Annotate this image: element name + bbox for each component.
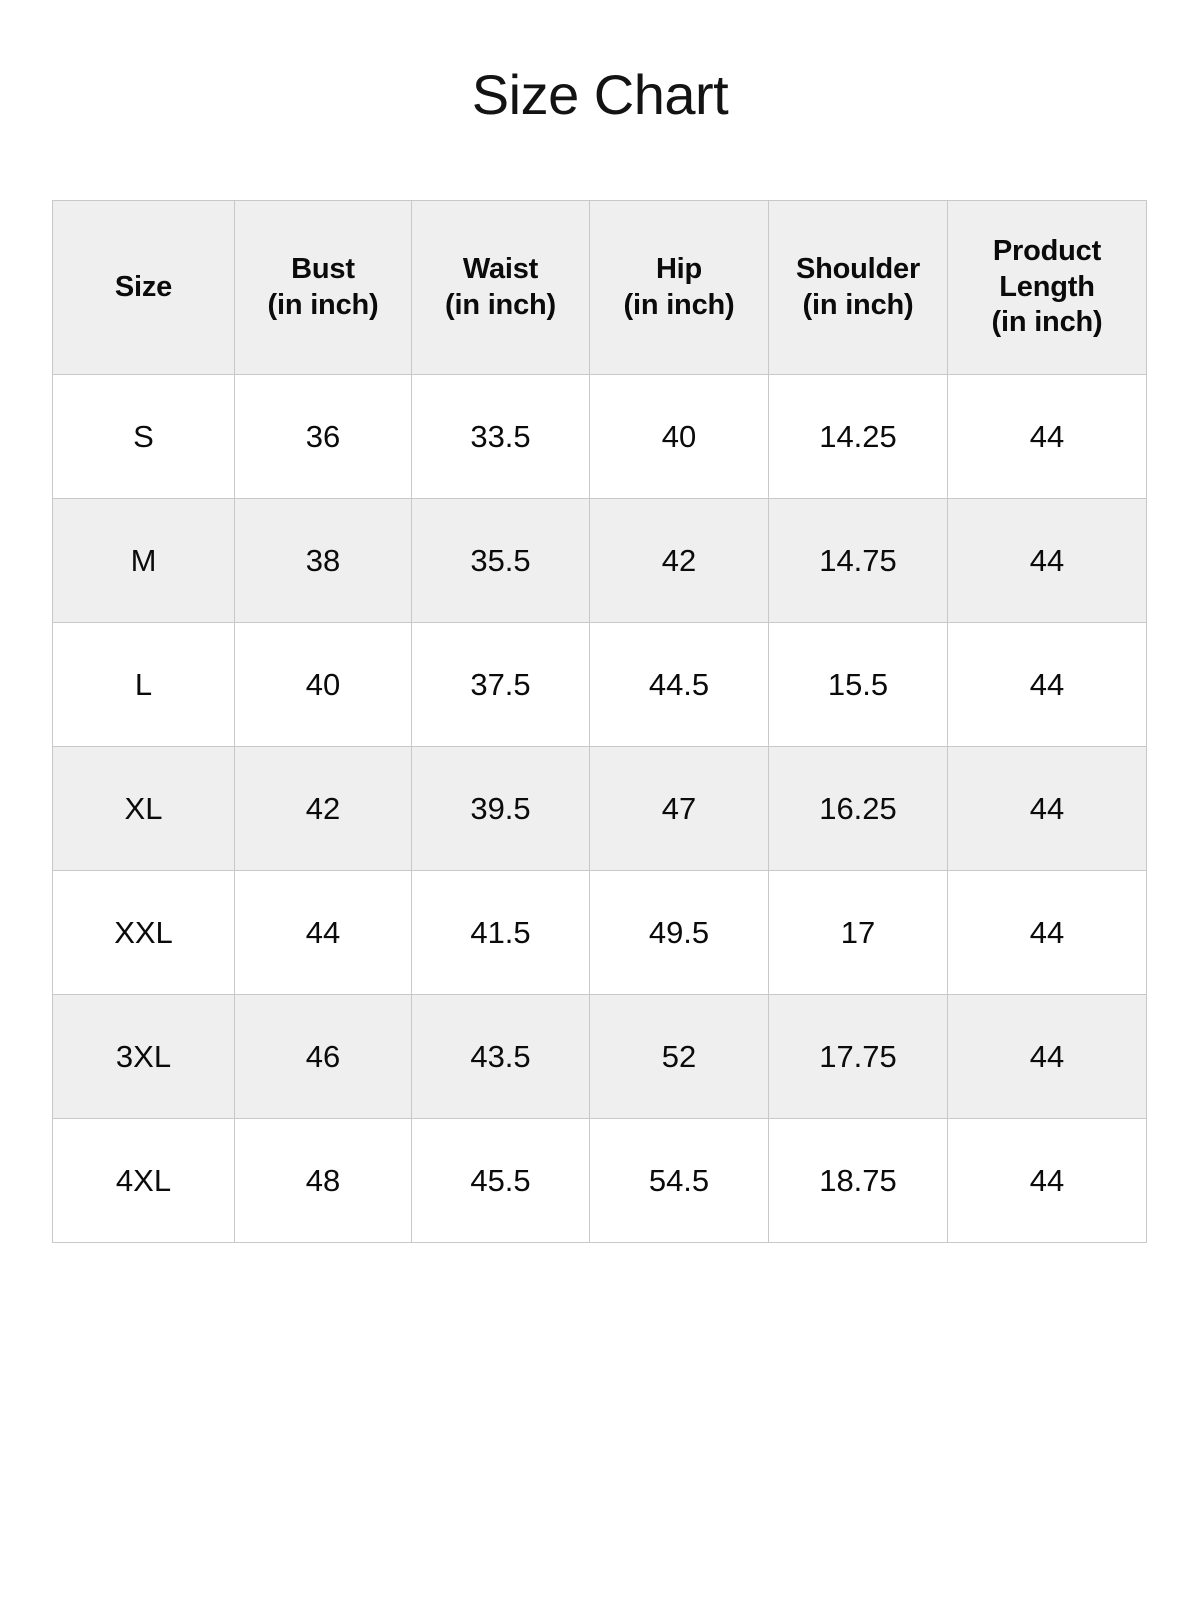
table-row: XXL 44 41.5 49.5 17 44 [52, 870, 1147, 995]
cell-hip: 44.5 [589, 622, 769, 747]
cell-product-length: 44 [947, 870, 1147, 995]
cell-size: L [52, 622, 235, 747]
cell-shoulder: 14.75 [768, 498, 948, 623]
cell-bust: 42 [234, 746, 412, 871]
cell-shoulder: 18.75 [768, 1118, 948, 1243]
column-header-bust-line-2: (in inch) [267, 288, 379, 321]
column-header-hip: Hip (in inch) [589, 200, 769, 375]
cell-waist: 35.5 [411, 498, 590, 623]
cell-product-length: 44 [947, 746, 1147, 871]
column-header-product-length: Product Length (in inch) [947, 200, 1147, 375]
cell-size: M [52, 498, 235, 623]
column-header-hip-line-1: Hip [655, 253, 703, 286]
table-header: Size Bust (in inch) Waist (in inch) Hip … [52, 200, 1147, 375]
cell-hip: 49.5 [589, 870, 769, 995]
cell-size: 4XL [52, 1118, 235, 1243]
cell-hip: 54.5 [589, 1118, 769, 1243]
cell-hip: 52 [589, 994, 769, 1119]
table-row: M 38 35.5 42 14.75 44 [52, 498, 1147, 623]
table-row: 4XL 48 45.5 54.5 18.75 44 [52, 1118, 1147, 1243]
cell-size: XL [52, 746, 235, 871]
column-header-waist: Waist (in inch) [411, 200, 590, 375]
table-row: S 36 33.5 40 14.25 44 [52, 374, 1147, 499]
cell-size: 3XL [52, 994, 235, 1119]
cell-waist: 45.5 [411, 1118, 590, 1243]
cell-shoulder: 17.75 [768, 994, 948, 1119]
cell-waist: 37.5 [411, 622, 590, 747]
cell-hip: 40 [589, 374, 769, 499]
cell-bust: 48 [234, 1118, 412, 1243]
size-chart-table-container: Size Bust (in inch) Waist (in inch) Hip … [52, 200, 1147, 1243]
cell-product-length: 44 [947, 374, 1147, 499]
column-header-waist-line-2: (in inch) [445, 288, 556, 321]
column-header-bust: Bust (in inch) [234, 200, 412, 375]
cell-product-length: 44 [947, 622, 1147, 747]
column-header-product-length-line-2: Length [999, 270, 1095, 303]
table-body: S 36 33.5 40 14.25 44 M 38 35.5 42 14.75… [52, 374, 1147, 1243]
cell-shoulder: 15.5 [768, 622, 948, 747]
cell-bust: 38 [234, 498, 412, 623]
cell-size: S [52, 374, 235, 499]
cell-shoulder: 16.25 [768, 746, 948, 871]
column-header-bust-line-1: Bust [291, 253, 355, 286]
table-header-row: Size Bust (in inch) Waist (in inch) Hip … [52, 200, 1147, 375]
column-header-product-length-line-1: Product [992, 235, 1102, 268]
table-row: XL 42 39.5 47 16.25 44 [52, 746, 1147, 871]
cell-waist: 39.5 [411, 746, 590, 871]
cell-waist: 41.5 [411, 870, 590, 995]
cell-bust: 36 [234, 374, 412, 499]
cell-waist: 43.5 [411, 994, 590, 1119]
cell-bust: 44 [234, 870, 412, 995]
cell-product-length: 44 [947, 498, 1147, 623]
cell-product-length: 44 [947, 994, 1147, 1119]
column-header-hip-line-2: (in inch) [623, 288, 735, 321]
cell-size: XXL [52, 870, 235, 995]
cell-bust: 46 [234, 994, 412, 1119]
column-header-product-length-line-3: (in inch) [991, 306, 1103, 339]
cell-hip: 47 [589, 746, 769, 871]
cell-bust: 40 [234, 622, 412, 747]
cell-shoulder: 17 [768, 870, 948, 995]
column-header-shoulder-line-2: (in inch) [802, 288, 914, 321]
column-header-shoulder-line-1: Shoulder [795, 253, 921, 286]
cell-waist: 33.5 [411, 374, 590, 499]
column-header-waist-line-1: Waist [462, 253, 539, 286]
table-row: L 40 37.5 44.5 15.5 44 [52, 622, 1147, 747]
page-title: Size Chart [471, 63, 729, 126]
column-header-shoulder: Shoulder (in inch) [768, 200, 948, 375]
table-row: 3XL 46 43.5 52 17.75 44 [52, 994, 1147, 1119]
cell-shoulder: 14.25 [768, 374, 948, 499]
cell-product-length: 44 [947, 1118, 1147, 1243]
column-header-size: Size [52, 200, 235, 375]
size-chart-table: Size Bust (in inch) Waist (in inch) Hip … [52, 200, 1147, 1243]
cell-hip: 42 [589, 498, 769, 623]
column-header-size-line-1: Size [114, 270, 173, 303]
